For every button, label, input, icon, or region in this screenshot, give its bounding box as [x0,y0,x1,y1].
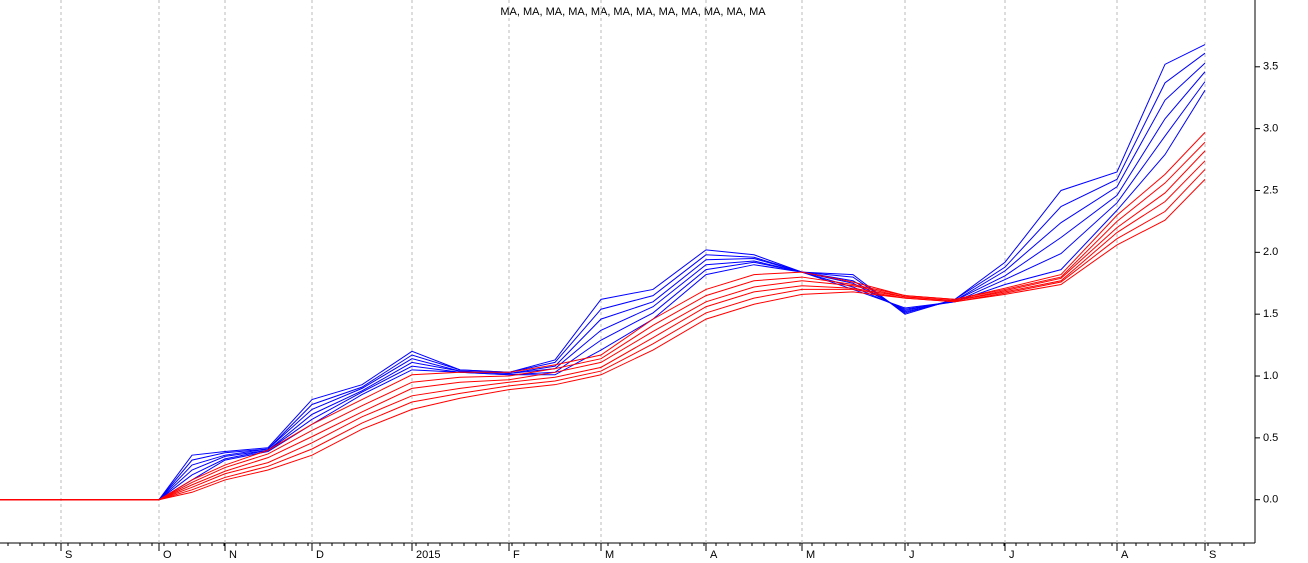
x-tick-label: D [316,549,324,561]
x-tick-label: S [65,549,72,561]
x-tick-label: 2015 [416,549,440,561]
x-tick-label: A [710,549,718,561]
ma-line [0,71,1206,501]
y-tick-label: 3.5 [1263,61,1278,73]
y-tick-label: 1.5 [1263,308,1278,320]
x-tick-label: M [806,549,815,561]
x-tick-label: S [1209,549,1216,561]
ma-line [0,90,1206,501]
ma-line [0,169,1206,501]
y-tick-label: 2.5 [1263,184,1278,196]
ma-line [0,52,1206,501]
ma-line [0,160,1206,501]
x-tick-label: J [909,549,915,561]
y-tick-label: 0.0 [1263,494,1278,506]
y-tick-label: 0.5 [1263,432,1278,444]
y-tick-label: 3.0 [1263,123,1278,135]
x-tick-label: O [163,549,172,561]
x-tick-label: M [605,549,614,561]
ma-line [0,132,1206,501]
ma-line [0,141,1206,501]
y-tick-label: 1.0 [1263,370,1278,382]
ma-line [0,81,1206,501]
x-tick-label: J [1009,549,1015,561]
ma-line [0,44,1206,501]
y-tick-label: 2.0 [1263,246,1278,258]
ma-line [0,62,1206,501]
chart-title: MA, MA, MA, MA, MA, MA, MA, MA, MA, MA, … [500,6,766,18]
x-tick-label: F [513,549,520,561]
ma-line [0,150,1206,501]
x-tick-label: N [229,549,237,561]
x-tick-label: A [1121,549,1129,561]
ma-line [0,179,1206,501]
